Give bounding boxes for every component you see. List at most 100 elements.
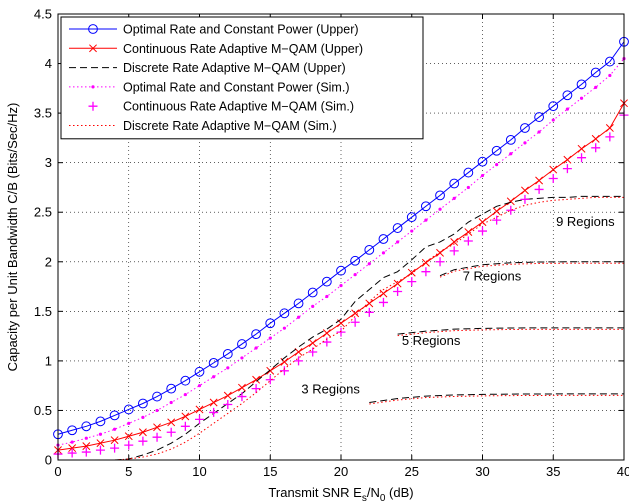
data-point [294, 356, 304, 366]
data-point [95, 416, 106, 427]
data-point [549, 165, 558, 174]
data-point [492, 215, 502, 225]
data-point [608, 73, 612, 78]
legend-entry: Discrete Rate Adaptive M−QAM (Sim.) [123, 119, 337, 133]
data-point [605, 132, 615, 142]
series-line [57, 41, 625, 435]
data-point [268, 336, 272, 340]
data-point [392, 223, 403, 233]
data-point [506, 197, 515, 206]
data-point [407, 277, 417, 287]
data-point [68, 444, 77, 453]
data-point [563, 155, 572, 164]
data-point [495, 163, 499, 167]
data-point [138, 436, 148, 446]
data-point [254, 346, 258, 350]
tick-layer: 0 5 10 15 20 25 30 35 40 0 0.5 1 1.5 2 2.5 3 3.5 4 4.5 [34, 7, 629, 480]
data-point [452, 196, 456, 200]
data-point [336, 265, 346, 276]
series-line [57, 58, 625, 446]
data-point [169, 400, 173, 405]
data-point [294, 348, 303, 356]
series-3 [56, 57, 626, 447]
data-point [307, 287, 318, 298]
plateau-dotted-0 [369, 394, 624, 405]
data-point [311, 304, 315, 308]
y-tick-label: 4.5 [34, 7, 52, 22]
x-tick-label: 10 [192, 464, 206, 479]
data-point [393, 279, 402, 288]
plateau-dashed-0 [369, 393, 624, 404]
data-point [240, 356, 244, 360]
data-point [325, 294, 329, 299]
data-point [534, 184, 544, 194]
data-point [67, 448, 77, 458]
plateau-dotted-2 [439, 262, 624, 278]
data-point [237, 339, 247, 349]
y-tick-label: 0.5 [34, 403, 52, 418]
data-point [209, 398, 218, 407]
y-tick-label: 3.5 [34, 106, 52, 121]
data-point [183, 392, 187, 397]
data-point [491, 145, 502, 156]
data-point [212, 375, 216, 379]
x-tick-label: 40 [617, 464, 629, 479]
data-point [223, 399, 233, 409]
data-point [478, 226, 487, 236]
data-point [534, 112, 544, 122]
y-tick-label: 1 [45, 353, 52, 368]
data-point [266, 366, 275, 375]
region-annotation: 5 Regions [402, 333, 461, 348]
region-annotation: 9 Regions [556, 214, 615, 229]
data-point [282, 326, 286, 330]
data-point [252, 375, 261, 384]
data-point [113, 427, 117, 431]
data-point [393, 287, 403, 297]
data-point [95, 445, 105, 455]
legend-entry: Discrete Rate Adaptive M−QAM (Upper) [123, 61, 346, 75]
data-point [464, 228, 473, 236]
series-1 [54, 99, 628, 455]
data-point [127, 421, 131, 425]
series-line [114, 196, 624, 461]
legend-entry: Optimal Rate and Constant Power (Upper) [123, 23, 359, 37]
legend-swatch-marker [89, 44, 97, 53]
data-point [406, 212, 417, 223]
series-layer [53, 36, 629, 461]
data-point [438, 207, 442, 211]
data-point [379, 289, 388, 298]
data-point [466, 185, 470, 190]
data-point [350, 255, 361, 266]
data-point [153, 423, 162, 432]
data-point [251, 329, 262, 340]
region-annotation: 7 Regions [463, 269, 522, 284]
data-point [155, 408, 159, 413]
legend-box [60, 16, 424, 140]
data-point [520, 194, 530, 204]
data-point [265, 375, 275, 385]
data-point [353, 273, 357, 277]
data-point [424, 218, 428, 222]
data-point [167, 418, 176, 427]
x-tick-label: 30 [475, 464, 489, 479]
legend-swatch-marker [88, 24, 98, 34]
data-point [194, 366, 205, 377]
data-point [308, 347, 318, 357]
data-point [364, 307, 374, 317]
data-point [166, 383, 177, 394]
data-point [124, 432, 133, 441]
y-tick-label: 3 [45, 155, 52, 170]
y-tick-label: 2.5 [34, 205, 52, 220]
data-point [577, 144, 586, 153]
legend: Optimal Rate and Constant Power (Upper) C… [60, 16, 424, 140]
data-point [421, 201, 431, 212]
data-point [81, 421, 92, 432]
data-point [477, 156, 488, 167]
data-point [565, 107, 570, 111]
data-point [478, 218, 487, 227]
data-point [96, 439, 105, 448]
data-point [509, 152, 513, 156]
data-point [463, 167, 474, 178]
data-point [251, 384, 261, 394]
data-point [322, 329, 331, 338]
